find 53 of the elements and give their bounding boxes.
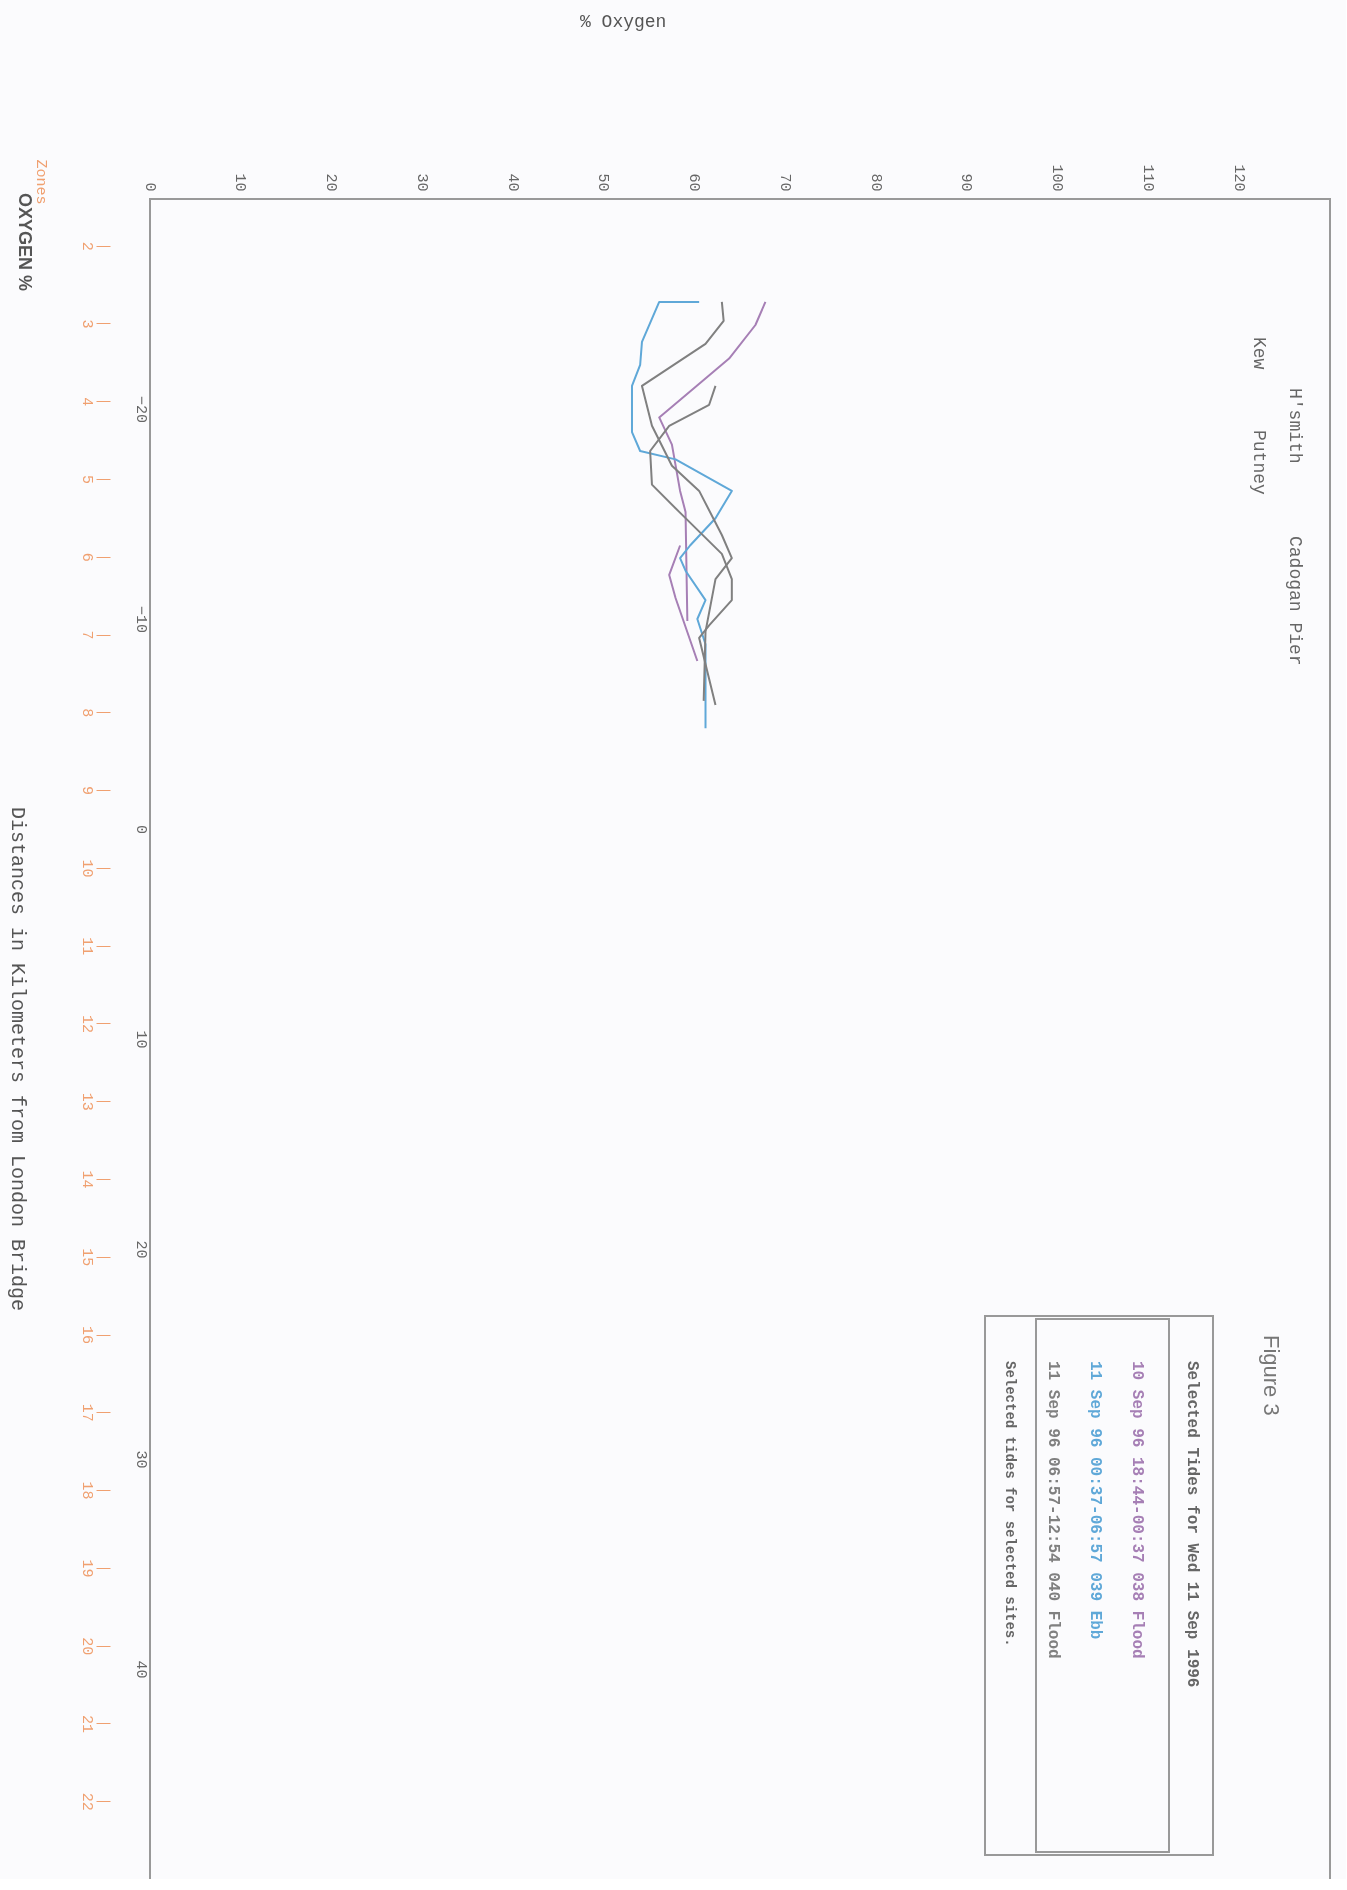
y2-tick-label: 11: [77, 937, 95, 956]
y2-tick-label: 7: [77, 630, 95, 640]
y2-tick-label: 18: [77, 1481, 95, 1500]
y2-tick-label: 9: [77, 786, 95, 796]
annotation: Kew: [1249, 337, 1269, 370]
annotation: Putney: [1249, 430, 1269, 496]
y2-tick-label: 15: [77, 1248, 95, 1267]
y2-tick-label: 17: [77, 1403, 95, 1422]
x-tick-label: 90: [957, 173, 975, 192]
annotation: Cadogan Pier: [1285, 536, 1305, 666]
y2-tick-label: 2: [77, 241, 95, 251]
y-tick-label: −10: [131, 605, 149, 634]
y2-tick-label: 14: [77, 1170, 95, 1189]
y2-tick-label: 13: [77, 1092, 95, 1111]
x-tick-label: 100: [1048, 164, 1066, 192]
y2-tick-label: 8: [77, 708, 95, 718]
y-tick-label: 0: [131, 824, 149, 835]
x-tick-label: 10: [231, 173, 249, 192]
text: Figure 3: [1259, 1335, 1284, 1416]
text: 11 Sep 96 06:57-12:54 040 Flood: [1044, 1361, 1062, 1659]
x-tick-label: 0: [140, 182, 158, 192]
x-tick-label: 20: [322, 173, 340, 192]
x-tick-label: 50: [594, 173, 612, 192]
y2-tick-label: 10: [77, 859, 95, 878]
y2-tick-label: 22: [77, 1792, 95, 1811]
annotation: Selected tides for selected sites.: [1002, 1361, 1018, 1647]
x-tick-label: 60: [685, 173, 703, 192]
x-tick-label: 110: [1138, 164, 1156, 192]
text: % Oxygen: [580, 12, 667, 32]
y-tick-label: 20: [131, 1240, 149, 1259]
text: 10 Sep 96 18:44-00:37 038 Flood: [1128, 1361, 1146, 1659]
y2-tick-label: 3: [77, 319, 95, 329]
y2-tick-label: 20: [77, 1637, 95, 1656]
y2-tick-label: 4: [77, 397, 95, 407]
y-tick-label: 30: [131, 1450, 149, 1469]
x-tick-label: 40: [503, 173, 521, 192]
y2-tick-label: 21: [77, 1714, 95, 1733]
text: Distances in Kilometers from London Bridge: [6, 807, 29, 1312]
y2-tick-label: 16: [77, 1326, 95, 1345]
y2-tick-label: 5: [77, 474, 95, 485]
y-tick-label: −20: [131, 395, 149, 424]
x-tick-label: 70: [775, 173, 793, 192]
y-tick-label: 10: [131, 1030, 149, 1049]
x-tick-label: 120: [1229, 164, 1247, 192]
x-tick-label: 30: [412, 173, 430, 192]
annotation: H'smith: [1285, 388, 1305, 464]
x-tick-label: 80: [866, 173, 884, 192]
legend-title: Selected Tides for Wed 11 Sep 1996: [1183, 1361, 1201, 1688]
text: 11 Sep 96 00:37-06:57 039 Ebb: [1086, 1361, 1104, 1640]
y-tick-label: 40: [131, 1660, 149, 1679]
y2-tick-label: 12: [77, 1014, 95, 1033]
y2-tick-label: 6: [77, 552, 95, 562]
y2-tick-label: 19: [77, 1559, 95, 1578]
